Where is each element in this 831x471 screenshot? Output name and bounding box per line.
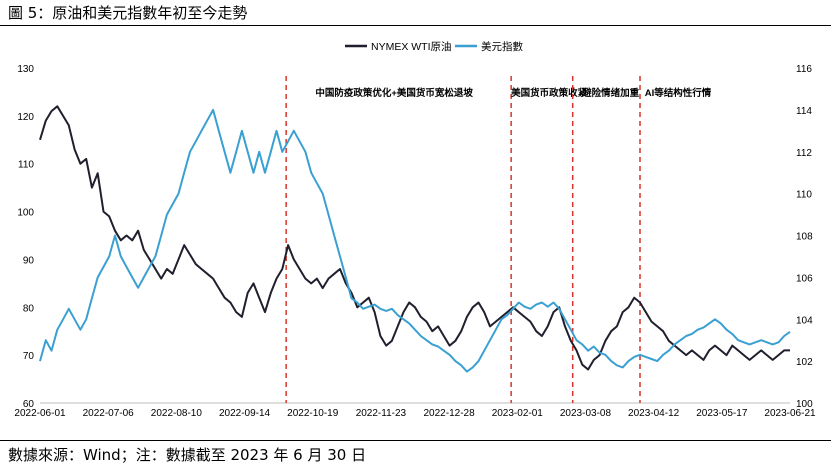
y-right-tick-label: 116 — [796, 64, 812, 75]
series-line-wti — [39, 105, 790, 371]
y-right-tick-label: 106 — [796, 273, 813, 284]
figure-title: 圖 5：原油和美元指數年初至今走勢 — [8, 4, 248, 22]
x-tick-label: 2022-06-01 — [14, 408, 66, 419]
legend-label: NYMEX WTI原油 — [371, 40, 452, 53]
y-left-tick-label: 90 — [23, 255, 35, 266]
x-tick-label: 2023-03-08 — [560, 408, 612, 419]
top-rule — [0, 25, 831, 26]
y-left-tick-label: 130 — [17, 64, 34, 75]
x-tick-label: 2022-12-28 — [424, 408, 476, 419]
y-right-tick-label: 114 — [796, 106, 812, 117]
event-label: 中国防疫政策优化+美国货币宽松退坡 — [315, 87, 473, 99]
y-left-tick-label: 60 — [23, 399, 35, 410]
y-right-tick-label: 100 — [796, 399, 813, 410]
y-right-tick-label: 112 — [796, 148, 812, 159]
legend-label: 美元指數 — [481, 40, 523, 53]
x-tick-label: 2022-09-14 — [219, 408, 271, 419]
y-right-tick-label: 102 — [796, 357, 813, 368]
x-tick-label: 2022-10-19 — [287, 408, 339, 419]
x-tick-label: 2023-06-21 — [764, 408, 816, 419]
legend: NYMEX WTI原油 美元指數 — [345, 40, 523, 53]
bottom-rule — [0, 440, 831, 441]
y-left-tick-label: 120 — [17, 112, 34, 123]
y-left-tick-label: 100 — [17, 208, 34, 219]
y-right-tick-label: 108 — [796, 232, 813, 243]
event-label: 美国货币政策收紧 — [510, 87, 588, 99]
source-note: 數據來源：Wind；注：數據截至 2023 年 6 月 30 日 — [8, 446, 367, 464]
x-tick-label: 2023-05-17 — [696, 408, 748, 419]
x-tick-label: 2022-08-10 — [151, 408, 203, 419]
y-left-tick-label: 70 — [23, 351, 35, 362]
axes-group: 2022-06-01 2022-07-06 2022-08-10 2022-09-14… — [14, 64, 816, 419]
series-line-usd — [39, 108, 791, 373]
event-label: 避险情绪加重 — [582, 87, 640, 99]
x-tick-label: 2023-02-01 — [492, 408, 544, 419]
y-right-tick-label: 110 — [796, 190, 812, 201]
x-tick-label: 2023-04-12 — [628, 408, 680, 419]
x-tick-label: 2022-11-23 — [356, 408, 407, 419]
y-right-tick-label: 104 — [796, 315, 813, 326]
line-chart: 2022-06-01 2022-07-06 2022-08-10 2022-09-14… — [14, 40, 816, 419]
x-tick-label: 2022-07-06 — [83, 408, 135, 419]
y-left-tick-label: 80 — [23, 303, 35, 314]
y-left-tick-label: 110 — [18, 160, 34, 171]
event-label: AI等结构性行情 — [645, 87, 712, 99]
series-group — [39, 105, 791, 373]
